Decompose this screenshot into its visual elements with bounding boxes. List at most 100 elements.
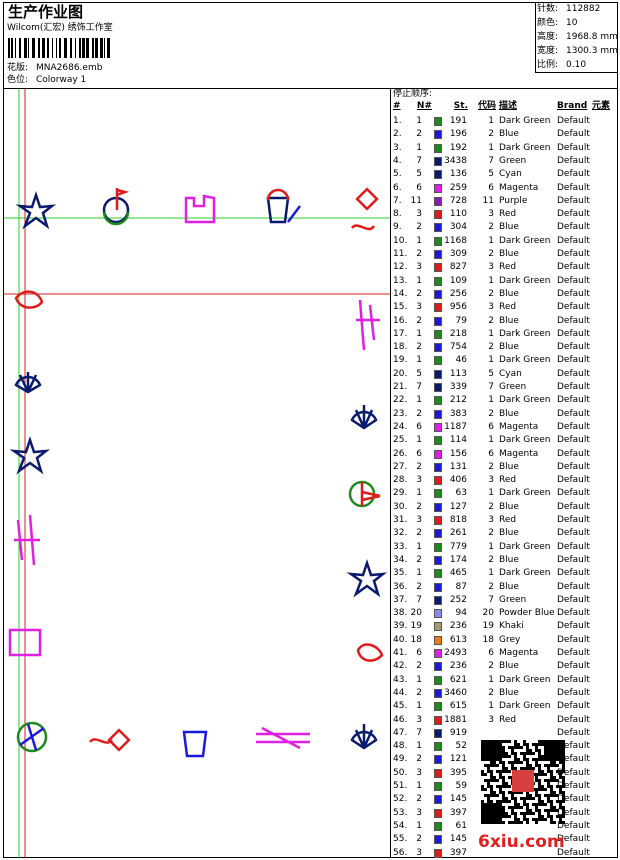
brand: Default [557, 554, 590, 565]
description: Red [499, 302, 517, 313]
code: 1 [488, 674, 494, 685]
description: Dark Green [499, 275, 551, 286]
qr-cell [544, 752, 547, 755]
row-number: 41. [393, 648, 408, 658]
brand: Default [557, 714, 590, 725]
qr-cell [511, 812, 514, 815]
code: 7 [488, 382, 494, 392]
qr-cell [490, 773, 493, 776]
stitches: 2493 [444, 648, 467, 658]
description: Blue [499, 129, 519, 140]
brand: Default [557, 727, 590, 738]
code: 5 [488, 368, 494, 379]
bar [95, 38, 98, 58]
code: 2 [488, 528, 494, 539]
swatch [434, 369, 442, 379]
row-number: 40. [393, 634, 408, 645]
stitches: 46 [455, 355, 467, 366]
bucket [266, 196, 290, 224]
needle: 2 [416, 249, 422, 259]
qr-cell [562, 785, 565, 788]
brand: Default [557, 195, 590, 206]
fish-school [14, 514, 40, 566]
qr-cell [550, 773, 553, 776]
qr-cell [496, 770, 499, 773]
code: 2 [488, 249, 494, 259]
qr-cell [496, 794, 499, 797]
qr-cell [541, 740, 544, 743]
qr-cell [547, 758, 550, 761]
swatch [434, 755, 442, 765]
stitches: 261 [449, 528, 467, 539]
info-box [535, 2, 618, 73]
qr-cell [562, 797, 565, 800]
swatch [434, 569, 442, 579]
qr-cell [529, 767, 532, 770]
qr-cell [508, 770, 511, 773]
fish-school [356, 299, 380, 351]
description: Magenta [499, 448, 539, 459]
swatch [434, 649, 442, 658]
stitches: 259 [449, 182, 467, 193]
qr-cell [502, 809, 505, 812]
qr-cell [499, 815, 502, 818]
brand: Default [557, 701, 590, 712]
qr-cell [535, 821, 538, 824]
kite [107, 728, 131, 752]
qr-cell [550, 800, 553, 803]
qr-cell [481, 743, 484, 746]
bar [15, 38, 16, 58]
needle: 1 [416, 235, 422, 246]
qr-cell [538, 788, 541, 791]
brand: Default [557, 382, 590, 392]
row-number: 43. [393, 674, 408, 685]
qr-cell [493, 812, 496, 815]
qr-cell [499, 788, 502, 791]
stitches: 63 [455, 488, 467, 499]
bar [64, 38, 67, 58]
qr-cell [487, 794, 490, 797]
bar [52, 38, 53, 58]
qr-cell [559, 740, 562, 743]
qr-cell [526, 797, 529, 800]
brand: Default [557, 528, 590, 539]
qr-cell [526, 803, 529, 806]
qr-cell [529, 812, 532, 815]
code: 7 [488, 594, 494, 605]
qr-cell [490, 776, 493, 779]
bar [38, 38, 40, 58]
bar [92, 38, 94, 58]
qr-cell [556, 743, 559, 746]
description: Khaki [499, 621, 524, 632]
qr-cell [523, 740, 526, 743]
code: 18 [482, 634, 494, 645]
qr-cell [556, 815, 559, 818]
qr-cell [490, 794, 493, 797]
needle: 1 [416, 820, 422, 831]
qr-cell [550, 806, 553, 809]
description: Dark Green [499, 488, 551, 499]
swatch [434, 516, 442, 525]
qr-cell [484, 815, 487, 818]
brand: Default [557, 408, 590, 419]
qr-cell [484, 743, 487, 746]
info-label: 比例: [537, 60, 559, 70]
bar [42, 38, 45, 58]
qr-cell [523, 818, 526, 821]
needle: 3 [416, 209, 422, 220]
qr-cell [487, 803, 490, 806]
qr-cell [514, 818, 517, 821]
qr-cell [544, 773, 547, 776]
qr-cell [541, 773, 544, 776]
qr-cell [487, 749, 490, 752]
qr-cell [496, 779, 499, 782]
qr-cell [502, 761, 505, 764]
qr-cell [520, 797, 523, 800]
row-number: 29. [393, 488, 408, 499]
qr-cell [514, 791, 517, 794]
qr-cell [562, 761, 565, 764]
qr-cell [505, 815, 508, 818]
qr-cell [526, 821, 529, 824]
info-label: 宽度: [537, 46, 559, 56]
qr-cell [511, 794, 514, 797]
